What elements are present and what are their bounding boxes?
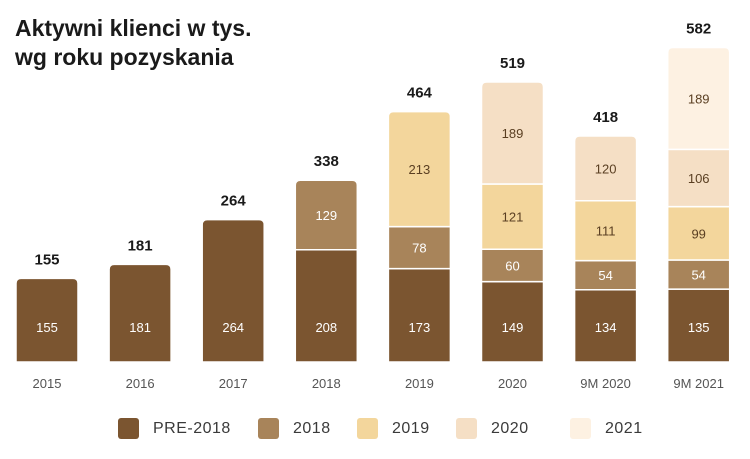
data-label: 149 [502,320,524,335]
data-label: 208 [315,320,337,335]
stacked-bar-chart: 155 155 2015 181 181 2016 264 264 2017 208 129 338 2… [15,20,731,391]
data-label: 121 [502,210,524,225]
x-tick-label: 2019 [405,376,434,391]
legend-item-pre-2018: PRE-2018 [118,418,231,439]
legend-swatch [570,418,591,439]
data-label: 111 [596,224,616,239]
total-label: 418 [593,109,618,126]
data-label: 135 [688,320,710,335]
legend-label: PRE-2018 [153,419,231,437]
legend-swatch [258,418,279,439]
x-tick-label: 2016 [126,376,155,391]
total-label: 582 [686,20,711,37]
data-label: 60 [505,258,519,273]
data-label: 129 [315,208,337,223]
data-label: 54 [598,268,612,283]
data-label: 99 [691,226,705,241]
legend-swatch [118,418,139,439]
total-label: 338 [314,153,339,170]
bar-segment-2021-9m-2021 [666,46,731,151]
bar-segment-2020-2020 [480,81,545,185]
x-tick-label: 2015 [33,376,62,391]
chart-title: Aktywni klienci w tys. wg roku pozyskani… [15,14,251,72]
chart-title-line-2: wg roku pozyskania [15,44,234,70]
legend-item-2021: 2021 [570,418,643,439]
legend-swatch [357,418,378,439]
bar-segment-pre-2018-2017 [201,218,265,363]
data-label: 78 [412,241,426,256]
x-tick-label: 2017 [219,376,248,391]
bar-segment-2020-9m-2020 [573,135,638,202]
data-label: 189 [502,126,524,141]
total-label: 264 [221,193,247,210]
chart-legend: PRE-2018 2018 2019 2020 2021 [0,412,750,446]
chart-title-line-1: Aktywni klienci w tys. [15,15,252,41]
legend-item-2020: 2020 [456,418,529,439]
legend-swatch [456,418,477,439]
bar-segment-pre-2018-2019 [387,267,452,363]
total-label: 464 [407,85,433,102]
legend-label: 2019 [392,419,430,437]
x-tick-label: 2018 [312,376,341,391]
total-label: 181 [128,237,153,254]
x-tick-label: 9M 2021 [673,376,724,391]
legend-label: 2018 [293,419,331,437]
data-label: 264 [222,320,244,335]
bar-segment-pre-2018-2015 [15,277,79,363]
bar-segment-2018-2018 [294,179,359,251]
data-label: 134 [595,320,617,335]
legend-item-2018: 2018 [258,418,331,439]
total-label: 155 [34,251,59,268]
bar-segment-2019-2019 [387,110,452,228]
data-label: 181 [129,320,151,335]
legend-label: 2021 [605,419,643,437]
legend-item-2019: 2019 [357,418,430,439]
data-label: 189 [688,91,710,106]
data-label: 173 [409,320,431,335]
total-label: 519 [500,55,525,72]
bar-segment-pre-2018-2018 [294,249,359,363]
data-label: 120 [595,161,617,176]
data-label: 213 [409,162,431,177]
data-label: 106 [688,171,710,186]
x-tick-label: 2020 [498,376,527,391]
x-tick-label: 9M 2020 [580,376,631,391]
bar-segment-pre-2018-2016 [108,263,172,363]
legend-label: 2020 [491,419,529,437]
data-label: 54 [691,268,705,283]
data-label: 155 [36,320,58,335]
